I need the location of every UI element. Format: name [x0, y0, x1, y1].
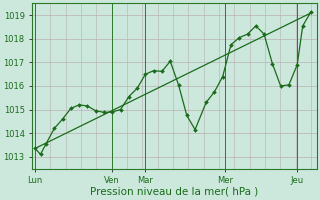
X-axis label: Pression niveau de la mer( hPa ): Pression niveau de la mer( hPa ) — [90, 187, 259, 197]
